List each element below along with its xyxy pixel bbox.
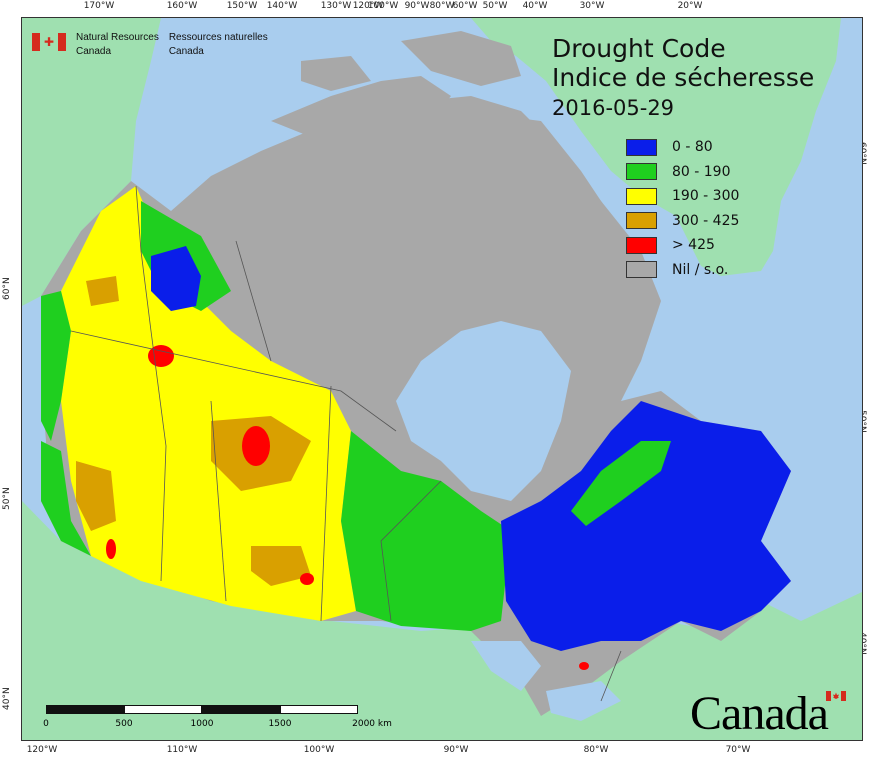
bottom-tick: 70°W: [725, 745, 751, 755]
agency-fr-line1: Ressources naturelles: [168, 32, 268, 43]
map-title: Drought Code Indice de sécheresse 2016-0…: [552, 34, 814, 122]
scale-segment: [124, 705, 202, 714]
province-borders: [70, 185, 622, 702]
legend-item: 80 - 190: [626, 160, 739, 185]
top-tick: 150°W: [226, 1, 258, 11]
legend-item: 300 - 425: [626, 209, 739, 234]
scale-segment: [202, 705, 280, 714]
top-tick: 40°W: [522, 1, 548, 11]
bottom-tick: 110°W: [166, 745, 198, 755]
agency-fr-line2: Canada: [168, 46, 204, 57]
top-tick: 120°W: [352, 1, 384, 11]
legend-label: 80 - 190: [672, 163, 731, 180]
drought-zone-190-300: [61, 186, 356, 621]
top-tick: 100°W: [367, 1, 399, 11]
arctic-island: [461, 111, 621, 246]
drought-zone-over-425: [106, 539, 116, 559]
drought-zone-over-425: [242, 426, 270, 466]
drought-zone-over-425: [579, 662, 589, 670]
bottom-tick: 80°W: [583, 745, 609, 755]
bottom-tick: 100°W: [303, 745, 335, 755]
drought-zone-80-190: [41, 441, 91, 556]
legend-label: 190 - 300: [672, 188, 740, 205]
title-fr: Indice de sécheresse: [552, 63, 815, 92]
great-lakes: [471, 641, 541, 691]
top-tick: 130°W: [320, 1, 352, 11]
drought-zone-300-425: [86, 276, 119, 306]
legend-label: 300 - 425: [672, 212, 740, 229]
bottom-tick: 120°W: [26, 745, 58, 755]
scale-label: 0: [43, 719, 49, 729]
top-tick: 20°W: [677, 1, 703, 11]
agency-signature: ✚ Natural Resources Canada Ressources na…: [32, 31, 268, 59]
agency-en-line2: Canada: [76, 46, 112, 57]
drought-zone-over-425: [148, 345, 174, 367]
drought-zone-80-190: [41, 291, 71, 441]
agency-fr: Ressources naturelles Canada: [169, 31, 268, 59]
agency-en-line1: Natural Resources: [76, 32, 159, 43]
map-date: 2016-05-29: [552, 96, 675, 120]
drought-zone-0-80: [151, 246, 201, 311]
title-en: Drought Code: [552, 34, 726, 63]
legend-swatch: [626, 212, 657, 230]
scale-label: 1000: [190, 719, 214, 729]
left-tick: 40°N: [2, 687, 12, 710]
legend-item: 190 - 300: [626, 184, 739, 209]
legend-label: 0 - 80: [672, 139, 713, 156]
legend: 0 - 80 80 - 190 190 - 300 300 - 425 > 425 Nil…: [626, 135, 739, 282]
legend-swatch: [626, 236, 657, 254]
canada-flag-icon: ✚: [32, 33, 66, 51]
legend-item: Nil / s.o.: [626, 258, 739, 283]
arctic-island: [401, 31, 521, 86]
top-tick: 80°W: [429, 1, 455, 11]
top-tick: 160°W: [166, 1, 198, 11]
usa: [22, 501, 862, 740]
legend-label: > 425: [672, 237, 715, 254]
scale-segment: [46, 705, 124, 714]
great-lakes: [546, 681, 621, 721]
top-tick: 140°W: [266, 1, 298, 11]
scale-segment: [280, 705, 358, 714]
map-canvas: [21, 17, 863, 741]
alaska: [22, 18, 161, 306]
drought-zone-0-80: [501, 401, 791, 651]
scale-label: 1500: [268, 719, 292, 729]
scale-label: 500: [115, 719, 133, 729]
left-tick: 60°N: [2, 277, 12, 300]
top-tick: 170°W: [83, 1, 115, 11]
bottom-tick: 90°W: [443, 745, 469, 755]
legend-swatch: [626, 138, 657, 156]
drought-zone-300-425: [76, 461, 116, 531]
left-tick: 50°N: [2, 487, 12, 510]
scale-label: 2000 km: [352, 719, 392, 729]
drought-zone-80-190: [571, 441, 671, 526]
top-tick: 30°W: [579, 1, 605, 11]
drought-zone-300-425: [251, 546, 311, 586]
top-tick: 60°W: [452, 1, 478, 11]
agency-en: Natural Resources Canada: [76, 31, 159, 59]
legend-item: 0 - 80: [626, 135, 739, 160]
legend-swatch: [626, 261, 657, 279]
legend-label: Nil / s.o.: [672, 261, 729, 278]
top-tick: 50°W: [482, 1, 508, 11]
legend-swatch: [626, 187, 657, 205]
canada-wordmark: Canada: [690, 687, 829, 740]
legend-item: > 425: [626, 233, 739, 258]
wordmark-flag-icon: [826, 691, 846, 701]
map-svg: [22, 18, 862, 740]
arctic-island: [301, 56, 371, 91]
top-tick: 90°W: [404, 1, 430, 11]
drought-zone-over-425: [300, 573, 314, 585]
arctic-island: [271, 76, 451, 141]
hudson-bay: [396, 321, 571, 501]
legend-swatch: [626, 163, 657, 181]
drought-zone-80-190: [341, 431, 511, 631]
